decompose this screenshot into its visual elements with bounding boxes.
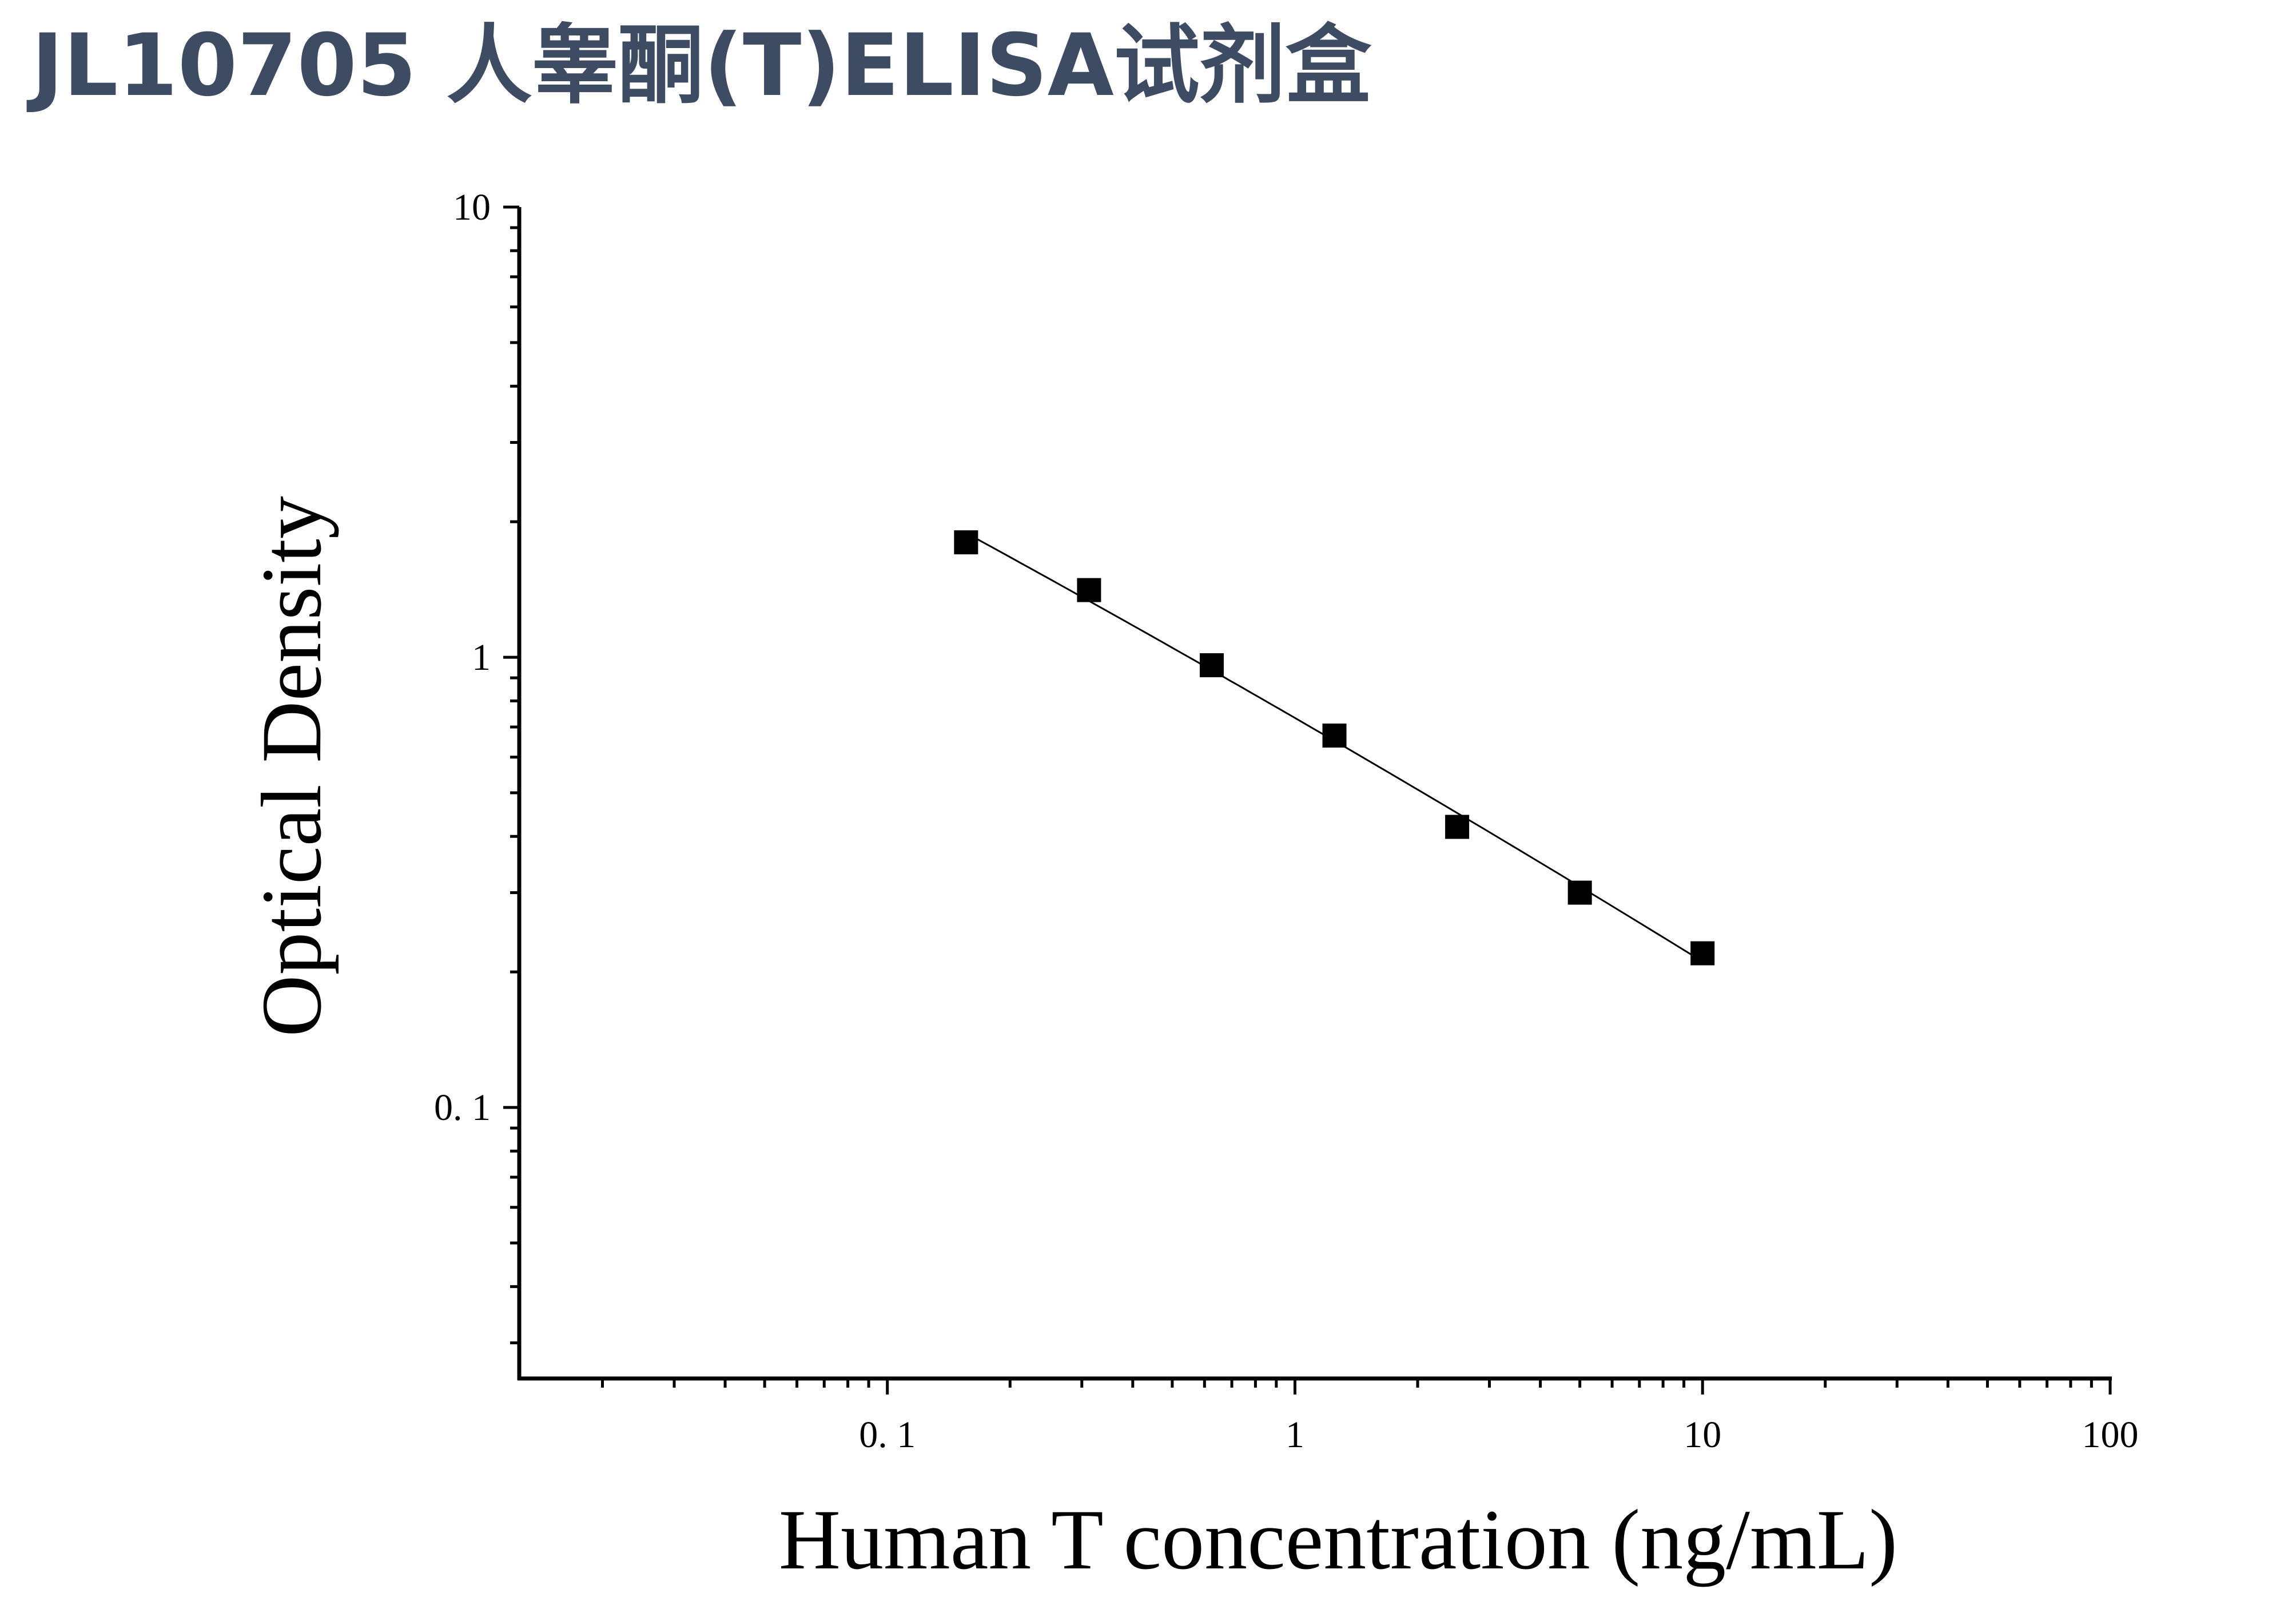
data-point	[1567, 880, 1592, 905]
x-axis-label: Human T concentration (ng/mL)	[779, 1492, 1897, 1587]
page-title: JL10705 人睾酮(T)ELISA试剂盒	[31, 16, 1371, 116]
tick-marks	[503, 205, 2112, 1395]
data-point	[1322, 723, 1347, 748]
data-point	[954, 530, 978, 555]
x-tick-label: 100	[2082, 1414, 2139, 1456]
x-tick-label: 10	[1684, 1414, 1721, 1456]
y-tick-label: 0. 1	[434, 1087, 491, 1129]
y-tick-label: 10	[453, 186, 491, 228]
data-point	[1690, 941, 1715, 966]
y-tick-label: 1	[472, 637, 491, 678]
y-axis-label: Optical Density	[244, 496, 339, 1037]
x-tick-label: 0. 1	[859, 1414, 916, 1456]
y-tick-labels: 0. 1 1 10	[434, 186, 491, 1129]
data-point	[1199, 653, 1224, 678]
data-points	[954, 530, 1715, 966]
data-point	[1077, 578, 1101, 602]
x-tick-labels: 0. 1 1 10 100	[859, 1414, 2138, 1456]
data-point	[1445, 815, 1470, 839]
x-tick-label: 1	[1286, 1414, 1304, 1456]
